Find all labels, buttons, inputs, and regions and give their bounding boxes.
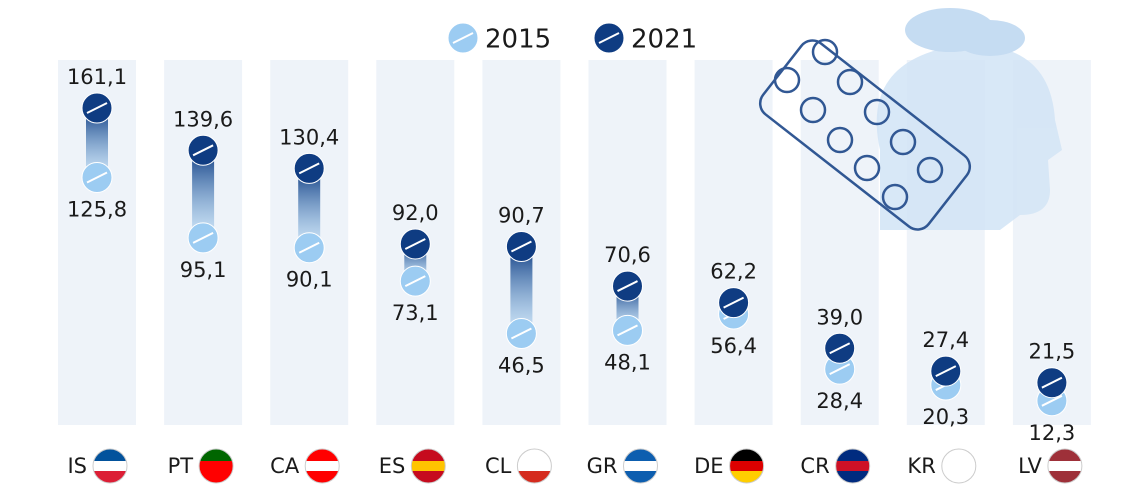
flag-band (1048, 461, 1082, 471)
value-label: 20,3 (922, 405, 969, 429)
category-label: ES (379, 454, 406, 478)
pill-2021 (613, 271, 643, 301)
value-label: 90,1 (286, 268, 333, 292)
pill-2021 (825, 333, 855, 363)
value-label: 56,4 (710, 334, 757, 358)
pill-2015 (294, 233, 324, 263)
value-label: 27,4 (922, 328, 969, 352)
category-label: CL (485, 454, 512, 478)
value-label: 39,0 (816, 305, 863, 329)
chart: 2015 2021 161,1 125,8 IS 139,6 95,1 PT 130,4 90,… (0, 0, 1132, 498)
pill-2021 (506, 232, 536, 262)
category-label: KR (907, 454, 935, 478)
value-label: 95,1 (180, 258, 227, 282)
flag-band (199, 461, 233, 471)
value-label: 21,5 (1029, 340, 1076, 364)
pill-2021 (400, 229, 430, 259)
value-label: 139,6 (173, 107, 233, 131)
flag (199, 449, 233, 483)
value-label: 73,1 (392, 301, 439, 325)
value-label: 92,0 (392, 201, 439, 225)
category-label: DE (694, 454, 723, 478)
legend-swatch (594, 23, 624, 53)
category-label: CA (270, 454, 300, 478)
value-label: 70,6 (604, 243, 651, 267)
value-label: 48,1 (604, 350, 651, 374)
category-label: PT (168, 454, 194, 478)
value-label: 130,4 (279, 125, 339, 149)
flag-band (730, 461, 764, 471)
flag-band (942, 461, 976, 471)
pill-2021 (188, 135, 218, 165)
flag-band (411, 461, 445, 471)
column-bg (695, 60, 773, 425)
pill-2015 (613, 315, 643, 345)
pill-2021 (931, 356, 961, 386)
legend-label: 2015 (485, 25, 551, 55)
value-label: 12,3 (1029, 421, 1076, 445)
pill-2015 (82, 162, 112, 192)
flag (411, 449, 445, 483)
pill-2021 (82, 93, 112, 123)
pill-2015 (506, 319, 536, 349)
category-label: CR (800, 454, 829, 478)
value-label: 46,5 (498, 354, 545, 378)
pill-2021 (719, 288, 749, 318)
flag-band (93, 461, 127, 471)
flag (624, 449, 658, 483)
value-label: 62,2 (710, 260, 757, 284)
category-label: IS (67, 454, 87, 478)
flag (517, 449, 551, 483)
legend-swatch (448, 23, 478, 53)
flag-band (305, 461, 339, 471)
value-label: 28,4 (816, 389, 863, 413)
value-label: 161,1 (67, 65, 127, 89)
flag (730, 449, 764, 483)
pill-2021 (294, 153, 324, 183)
legend-label: 2021 (631, 25, 697, 55)
flag-band (836, 461, 870, 471)
flag (93, 449, 127, 483)
category-label: LV (1018, 454, 1042, 478)
flag-band (624, 461, 658, 471)
category-label: GR (587, 454, 618, 478)
flag (942, 449, 976, 483)
flag (836, 449, 870, 483)
flag (305, 449, 339, 483)
pill-2015 (188, 223, 218, 253)
pill-2015 (400, 266, 430, 296)
flag-band (517, 461, 551, 471)
value-label: 125,8 (67, 197, 127, 221)
value-label: 90,7 (498, 204, 545, 228)
pill-2021 (1037, 368, 1067, 398)
flag (1048, 449, 1082, 483)
